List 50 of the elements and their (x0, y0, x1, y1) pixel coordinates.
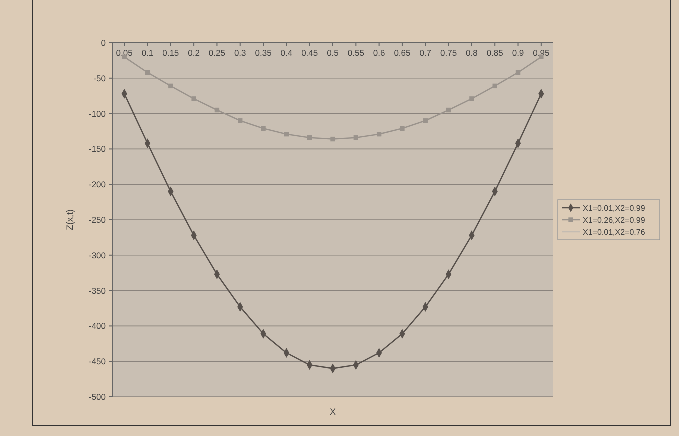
x-tick-label: 0.8 (466, 48, 478, 58)
point (145, 70, 150, 76)
point (261, 126, 266, 132)
x-tick-label: 0.25 (208, 48, 226, 58)
y-tick-label: -100 (88, 108, 106, 119)
x-tick-label: 0.55 (348, 48, 365, 58)
point (400, 126, 405, 132)
point (470, 96, 474, 102)
point (168, 84, 174, 89)
y-axis-title: Z(x,t) (65, 210, 75, 230)
point (238, 118, 243, 124)
point (376, 132, 382, 137)
x-tick-label: 0.9 (512, 48, 524, 58)
y-tick-label: 0 (101, 38, 106, 48)
x-tick-label: 0.45 (302, 48, 318, 58)
point (354, 136, 359, 140)
x-tick-label: 0.6 (373, 48, 386, 58)
x-tick-label: 0.4 (280, 48, 293, 58)
x-tick-label: 0.7 (420, 48, 432, 58)
x-tick-label: 0.65 (394, 48, 412, 58)
y-tick-label: -200 (88, 180, 106, 190)
y-tick-label: -350 (88, 286, 106, 296)
point (423, 118, 428, 124)
x-tick-label: 0.5 (327, 48, 340, 58)
x-tick-label: 0.85 (486, 48, 504, 58)
point (330, 136, 336, 142)
point (192, 96, 196, 102)
y-tick-label: -50 (94, 73, 106, 84)
legend-label: X1=0.26,X2=0.99 (583, 216, 646, 225)
x-tick-label: 0.1 (142, 48, 154, 58)
y-tick-label: -300 (88, 250, 106, 260)
legend-label: X1=0.01,X2=0.99 (583, 204, 646, 213)
legend-label: X1=0.01,X2=0.76 (583, 228, 646, 237)
y-tick-label: -250 (88, 214, 106, 225)
y-tick-label: -400 (88, 321, 106, 332)
y-tick-label: -500 (88, 392, 106, 402)
y-tick-label: -150 (88, 144, 106, 154)
point (446, 108, 452, 113)
point (307, 136, 312, 140)
x-tick-label: 0.15 (162, 48, 180, 58)
point (516, 70, 521, 76)
x-tick-label: 0.35 (255, 48, 272, 58)
point (492, 84, 498, 89)
point (284, 132, 290, 137)
point (214, 108, 220, 113)
y-tick-label: -450 (88, 356, 106, 367)
x-axis-title: X (330, 407, 336, 417)
x-tick-label: 0.75 (440, 48, 458, 58)
x-tick-label: 0.3 (234, 48, 247, 58)
x-tick-label: 0.2 (188, 48, 200, 58)
